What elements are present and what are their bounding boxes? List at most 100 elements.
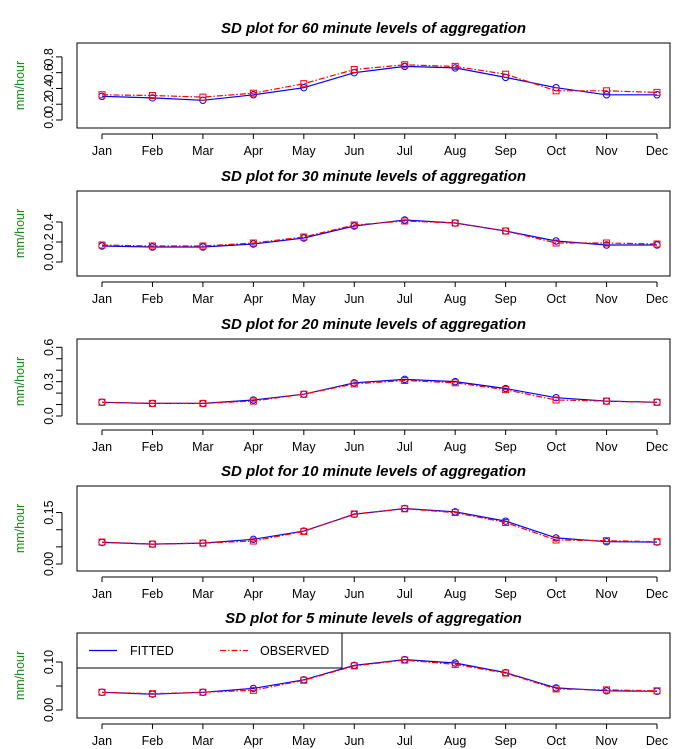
observed-point bbox=[148, 540, 156, 548]
x-tick-label: Dec bbox=[646, 734, 668, 748]
observed-point bbox=[552, 396, 560, 404]
x-tick-label: Feb bbox=[142, 144, 164, 158]
observed-point bbox=[249, 239, 257, 247]
x-tick-label: Jun bbox=[344, 292, 364, 306]
x-tick-label: Mar bbox=[192, 734, 214, 748]
observed-point bbox=[653, 398, 661, 406]
x-tick-label: Aug bbox=[444, 734, 466, 748]
x-tick-label: Apr bbox=[244, 440, 263, 454]
y-tick-label: 0.4 bbox=[42, 213, 56, 230]
observed-point bbox=[249, 537, 257, 545]
x-tick-label: May bbox=[292, 292, 316, 306]
legend-box bbox=[76, 632, 343, 669]
observed-point bbox=[653, 240, 661, 248]
observed-point bbox=[451, 379, 459, 387]
x-tick-label: Apr bbox=[244, 292, 263, 306]
y-tick-label: 0.2 bbox=[42, 233, 56, 250]
x-tick-label: Mar bbox=[192, 144, 214, 158]
observed-point bbox=[300, 676, 308, 684]
x-tick-label: Aug bbox=[444, 587, 466, 601]
plot-frame bbox=[76, 338, 671, 425]
legend-fitted-label: FITTED bbox=[130, 644, 174, 658]
observed-point bbox=[552, 87, 560, 95]
x-tick-label: May bbox=[292, 440, 316, 454]
observed-series-line bbox=[101, 508, 658, 545]
x-tick-label: Nov bbox=[595, 292, 618, 306]
observed-point bbox=[350, 221, 358, 229]
x-tick-label: Nov bbox=[595, 440, 618, 454]
x-tick-label: Aug bbox=[444, 144, 466, 158]
observed-point bbox=[451, 219, 459, 227]
observed-point bbox=[502, 669, 510, 677]
observed-point bbox=[249, 89, 257, 97]
y-axis-label: mm/hour bbox=[13, 61, 27, 110]
y-tick-label: 0.00 bbox=[42, 552, 56, 576]
observed-point bbox=[300, 527, 308, 535]
y-tick-label: 0.0 bbox=[42, 407, 56, 424]
x-tick-label: Oct bbox=[546, 587, 566, 601]
x-tick-label: Aug bbox=[444, 440, 466, 454]
observed-point bbox=[199, 93, 207, 101]
x-tick-label: Jan bbox=[92, 734, 112, 748]
y-tick-label: 0.2 bbox=[42, 95, 56, 112]
observed-point bbox=[300, 390, 308, 398]
y-tick-label: 0.15 bbox=[42, 500, 56, 524]
observed-series-line bbox=[101, 379, 658, 404]
y-axis-label: mm/hour bbox=[13, 504, 27, 553]
x-tick-label: Dec bbox=[646, 144, 668, 158]
y-tick-label: 0.0 bbox=[42, 111, 56, 128]
x-tick-label: May bbox=[292, 734, 316, 748]
y-tick-label: 0.4 bbox=[42, 80, 56, 97]
panel-title: SD plot for 30 minute levels of aggregat… bbox=[221, 168, 526, 185]
observed-point bbox=[653, 538, 661, 546]
x-tick-label: Nov bbox=[595, 144, 618, 158]
observed-point bbox=[401, 505, 409, 513]
observed-point bbox=[401, 61, 409, 69]
observed-point bbox=[502, 519, 510, 527]
fitted-point bbox=[300, 83, 308, 92]
x-tick-label: Sep bbox=[495, 292, 517, 306]
plot-frame bbox=[76, 42, 671, 129]
y-tick-label: 0.6 bbox=[42, 64, 56, 81]
observed-point bbox=[98, 91, 106, 99]
y-tick-label: 0.8 bbox=[42, 48, 56, 65]
y-axis-label: mm/hour bbox=[13, 357, 27, 406]
observed-series-line bbox=[101, 220, 658, 247]
observed-point bbox=[603, 239, 611, 247]
x-tick-label: Aug bbox=[444, 292, 466, 306]
x-tick-label: Mar bbox=[192, 587, 214, 601]
panel-title: SD plot for 5 minute levels of aggregati… bbox=[225, 610, 522, 627]
y-tick-label: 0.10 bbox=[42, 650, 56, 674]
observed-point bbox=[148, 399, 156, 407]
x-tick-label: Mar bbox=[192, 440, 214, 454]
x-tick-label: Jul bbox=[397, 292, 413, 306]
x-tick-label: Jan bbox=[92, 144, 112, 158]
observed-point bbox=[199, 399, 207, 407]
x-tick-label: Dec bbox=[646, 440, 668, 454]
observed-point bbox=[401, 656, 409, 664]
x-tick-label: May bbox=[292, 587, 316, 601]
x-tick-label: Jul bbox=[397, 144, 413, 158]
x-tick-label: Jul bbox=[397, 734, 413, 748]
y-axis-label: mm/hour bbox=[13, 209, 27, 258]
x-tick-label: Apr bbox=[244, 734, 263, 748]
observed-point bbox=[350, 66, 358, 74]
observed-point bbox=[300, 80, 308, 88]
observed-point bbox=[350, 380, 358, 388]
panel-title: SD plot for 60 minute levels of aggregat… bbox=[221, 20, 526, 37]
observed-point bbox=[552, 239, 560, 247]
y-tick-label: 0.3 bbox=[42, 373, 56, 390]
observed-point bbox=[502, 70, 510, 78]
observed-point bbox=[148, 92, 156, 100]
observed-point bbox=[98, 398, 106, 406]
x-tick-label: Sep bbox=[495, 734, 517, 748]
x-tick-label: Feb bbox=[142, 292, 164, 306]
x-tick-label: Sep bbox=[495, 144, 517, 158]
x-tick-label: Jan bbox=[92, 292, 112, 306]
x-tick-label: Apr bbox=[244, 144, 263, 158]
observed-point bbox=[199, 539, 207, 547]
x-tick-label: Jan bbox=[92, 587, 112, 601]
observed-point bbox=[148, 242, 156, 250]
